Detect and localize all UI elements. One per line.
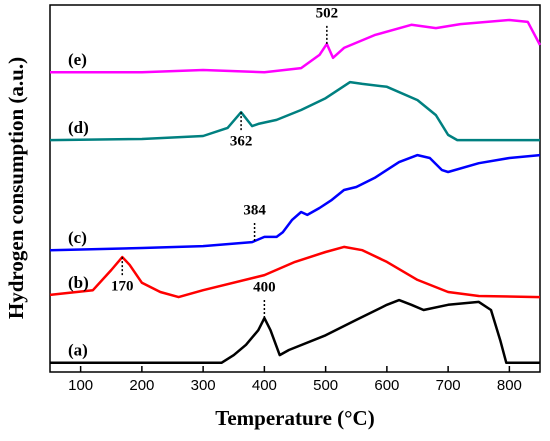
annotation: 502 <box>316 5 339 21</box>
x-tick-label: 800 <box>497 377 522 394</box>
series-label: (e) <box>68 50 87 69</box>
line <box>50 18 542 74</box>
line <box>49 80 540 142</box>
annotation: 362 <box>230 134 253 150</box>
y-axis-title: Hydrogen consumption (a.u.) <box>4 57 28 319</box>
series-label: (d) <box>68 118 89 137</box>
x-axis-title: Temperature (°C) <box>215 406 374 430</box>
plot-frame <box>49 4 541 373</box>
line <box>50 298 540 365</box>
x-tick-label: 700 <box>436 377 461 394</box>
line <box>49 245 541 299</box>
series-label: (c) <box>68 228 87 247</box>
line <box>49 153 541 252</box>
x-tick-label: 500 <box>313 377 338 394</box>
x-tick-label: 600 <box>374 377 399 394</box>
annotation: 400 <box>253 279 276 295</box>
x-tick-label: 200 <box>129 377 154 394</box>
annotation: 384 <box>243 202 266 218</box>
series-label: (a) <box>68 341 88 360</box>
x-tick-label: 400 <box>252 377 277 394</box>
annotation: 170 <box>111 279 134 295</box>
x-tick-label: 100 <box>68 377 93 394</box>
x-tick-label: 300 <box>191 377 216 394</box>
series-label: (b) <box>68 273 89 292</box>
